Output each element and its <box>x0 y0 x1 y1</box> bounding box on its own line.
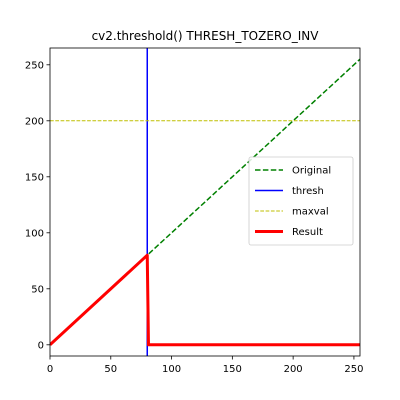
x-tick-label: 250 <box>344 364 363 375</box>
x-tick-label: 150 <box>223 364 242 375</box>
x-tick-label: 200 <box>284 364 303 375</box>
y-tick-label: 200 <box>25 116 44 127</box>
y-tick-label: 50 <box>31 284 44 295</box>
series-line-result <box>50 253 360 347</box>
axes-frame <box>49 47 361 357</box>
series-line-original <box>50 58 360 346</box>
y-tick-label: 250 <box>25 60 44 71</box>
legend-box <box>248 156 354 246</box>
y-tick-label: 150 <box>25 172 44 183</box>
x-tick-label: 50 <box>104 364 117 375</box>
x-tick-label: 0 <box>47 364 53 375</box>
legend-label-maxval: maxval <box>292 207 329 218</box>
y-tick-label: 100 <box>25 228 44 239</box>
legend: Original thresh maxval Result <box>248 156 354 246</box>
y-tick-label: 0 <box>38 340 44 351</box>
axes: 0 50 100 150 200 250 0 50 100 150 200 250 <box>25 47 363 375</box>
x-tick-label: 100 <box>162 364 181 375</box>
plot-area <box>50 48 360 356</box>
legend-label-thresh: thresh <box>292 186 324 197</box>
chart-title: cv2.threshold() THRESH_TOZERO_INV <box>92 29 320 43</box>
legend-label-original: Original <box>292 166 331 177</box>
legend-label-result: Result <box>292 227 323 238</box>
